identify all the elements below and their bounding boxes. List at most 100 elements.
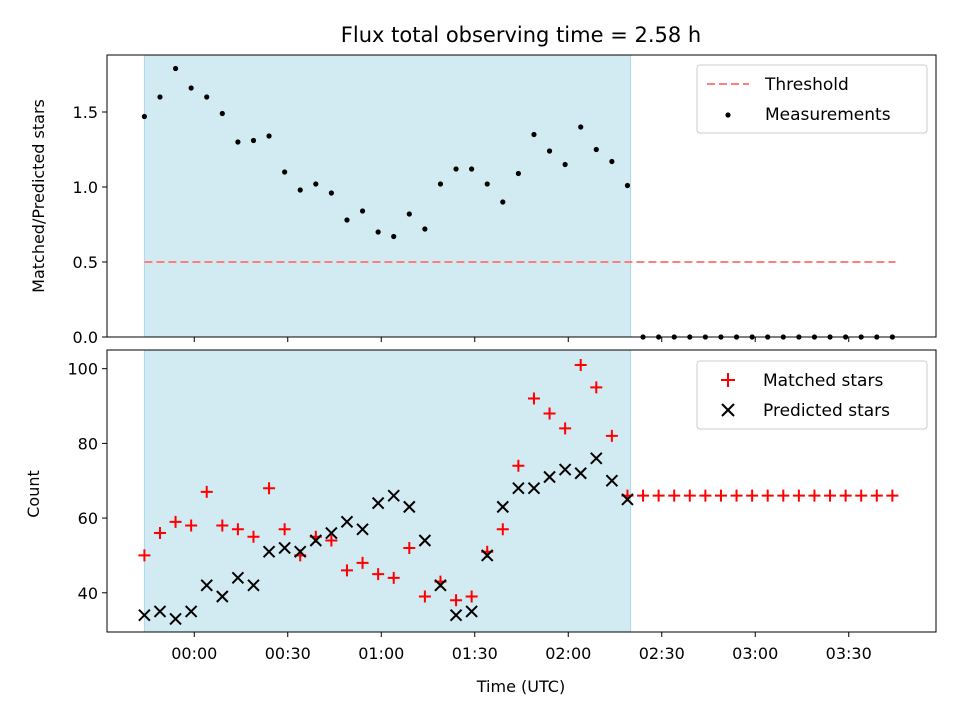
measurement-point bbox=[578, 124, 584, 130]
measurement-point bbox=[437, 181, 444, 187]
predicted-stars-series bbox=[138, 452, 634, 626]
matched-star-point bbox=[527, 392, 540, 405]
predicted-star-point bbox=[325, 526, 338, 540]
matched-star-point bbox=[652, 489, 665, 502]
x-tick-label: 00:30 bbox=[265, 644, 311, 663]
measurement-point bbox=[593, 146, 599, 153]
matched-star-point bbox=[855, 489, 868, 502]
predicted-star-point bbox=[200, 579, 213, 592]
matched-star-point bbox=[668, 489, 681, 502]
measurement-point bbox=[531, 131, 537, 138]
matched-star-point bbox=[356, 556, 369, 569]
top-shaded-region bbox=[143, 54, 632, 338]
bottom-y-tick-label: 80 bbox=[78, 434, 98, 453]
matched-legend-marker bbox=[721, 373, 735, 387]
matched-star-point bbox=[450, 594, 463, 607]
matched-star-point bbox=[761, 489, 774, 502]
predicted-star-point bbox=[558, 463, 572, 476]
matched-star-point bbox=[699, 489, 712, 502]
predicted-star-point bbox=[294, 545, 307, 558]
predicted-star-point bbox=[621, 493, 634, 506]
top-y-tick-label: 1.0 bbox=[73, 178, 98, 197]
x-tick-label: 00:00 bbox=[171, 644, 217, 663]
measurement-point bbox=[282, 169, 288, 175]
predicted-star-point bbox=[605, 474, 619, 487]
predicted-star-point bbox=[590, 452, 603, 465]
matched-star-point bbox=[512, 459, 525, 472]
predicted-legend-marker bbox=[721, 403, 735, 417]
top-legend: Threshold Measurements bbox=[696, 64, 928, 134]
predicted-legend-label: Predicted stars bbox=[763, 401, 890, 421]
matched-star-point bbox=[590, 381, 603, 394]
measurement-point bbox=[422, 226, 428, 232]
bottom-y-tick-label: 60 bbox=[78, 509, 98, 528]
predicted-star-point bbox=[465, 605, 478, 618]
predicted-star-point bbox=[434, 579, 447, 592]
matched-star-point bbox=[263, 482, 276, 495]
predicted-star-point bbox=[496, 500, 510, 514]
matched-star-point bbox=[559, 422, 572, 435]
predicted-star-point bbox=[309, 534, 323, 547]
predicted-star-point bbox=[403, 500, 416, 514]
measurement-point bbox=[344, 217, 350, 223]
measurements-legend-marker bbox=[725, 112, 731, 118]
predicted-star-point bbox=[231, 571, 245, 585]
predicted-star-point bbox=[184, 605, 198, 618]
predicted-star-point bbox=[512, 481, 525, 495]
matched-star-point bbox=[216, 519, 229, 532]
measurement-point bbox=[375, 229, 381, 235]
matched-star-point bbox=[839, 489, 852, 502]
measurement-point bbox=[453, 166, 459, 172]
measurement-point bbox=[391, 233, 397, 240]
top-panel: 0.0 0.5 1.0 1.5 Matched/Predicted stars Thr… bbox=[29, 54, 937, 347]
x-tick-label: 02:00 bbox=[545, 644, 591, 663]
matched-star-point bbox=[730, 489, 743, 502]
bottom-plot-frame bbox=[106, 349, 937, 633]
top-y-tick-label: 0.5 bbox=[73, 253, 98, 272]
matched-star-point bbox=[637, 489, 650, 502]
matched-star-point bbox=[247, 530, 260, 543]
matched-star-point bbox=[496, 523, 509, 536]
measurement-point bbox=[313, 181, 319, 187]
matched-star-point bbox=[278, 523, 291, 536]
matched-star-point bbox=[372, 568, 385, 581]
predicted-star-point bbox=[262, 545, 276, 558]
matched-star-point bbox=[403, 541, 416, 554]
matched-star-point bbox=[387, 571, 400, 584]
measurement-point bbox=[469, 166, 475, 172]
matched-star-point bbox=[886, 489, 899, 502]
predicted-star-point bbox=[216, 590, 229, 603]
matched-star-point bbox=[465, 590, 478, 603]
matched-star-point bbox=[200, 485, 213, 498]
predicted-star-point bbox=[138, 608, 151, 622]
x-tick-label: 02:30 bbox=[639, 644, 685, 663]
matched-star-point bbox=[543, 407, 556, 420]
matched-star-point bbox=[792, 489, 805, 502]
measurements-legend-label: Measurements bbox=[765, 105, 891, 125]
matched-star-point bbox=[138, 549, 151, 562]
predicted-star-point bbox=[247, 579, 260, 592]
measurement-point bbox=[609, 158, 615, 165]
measurement-point bbox=[250, 137, 257, 144]
predicted-star-point bbox=[543, 470, 556, 484]
measurement-point bbox=[172, 65, 179, 72]
measurement-point bbox=[188, 85, 194, 91]
top-plot-frame bbox=[106, 54, 937, 338]
predicted-star-point bbox=[278, 541, 291, 555]
matched-star-point bbox=[325, 534, 338, 547]
predicted-star-point bbox=[356, 523, 369, 536]
measurement-point bbox=[624, 182, 631, 189]
predicted-star-point bbox=[574, 467, 587, 480]
matched-star-point bbox=[808, 489, 821, 502]
matched-legend-label: Matched stars bbox=[763, 371, 883, 391]
matched-star-point bbox=[605, 429, 618, 442]
matched-star-point bbox=[169, 515, 182, 528]
predicted-star-point bbox=[527, 481, 541, 495]
bottom-y-axis-label: Count bbox=[24, 470, 43, 518]
measurement-point bbox=[500, 199, 506, 205]
matched-star-point bbox=[231, 523, 244, 536]
top-y-tick-label: 1.5 bbox=[73, 103, 98, 122]
chart-title: Flux total observing time = 2.58 h bbox=[341, 23, 701, 47]
observing-span-shade bbox=[143, 54, 632, 338]
